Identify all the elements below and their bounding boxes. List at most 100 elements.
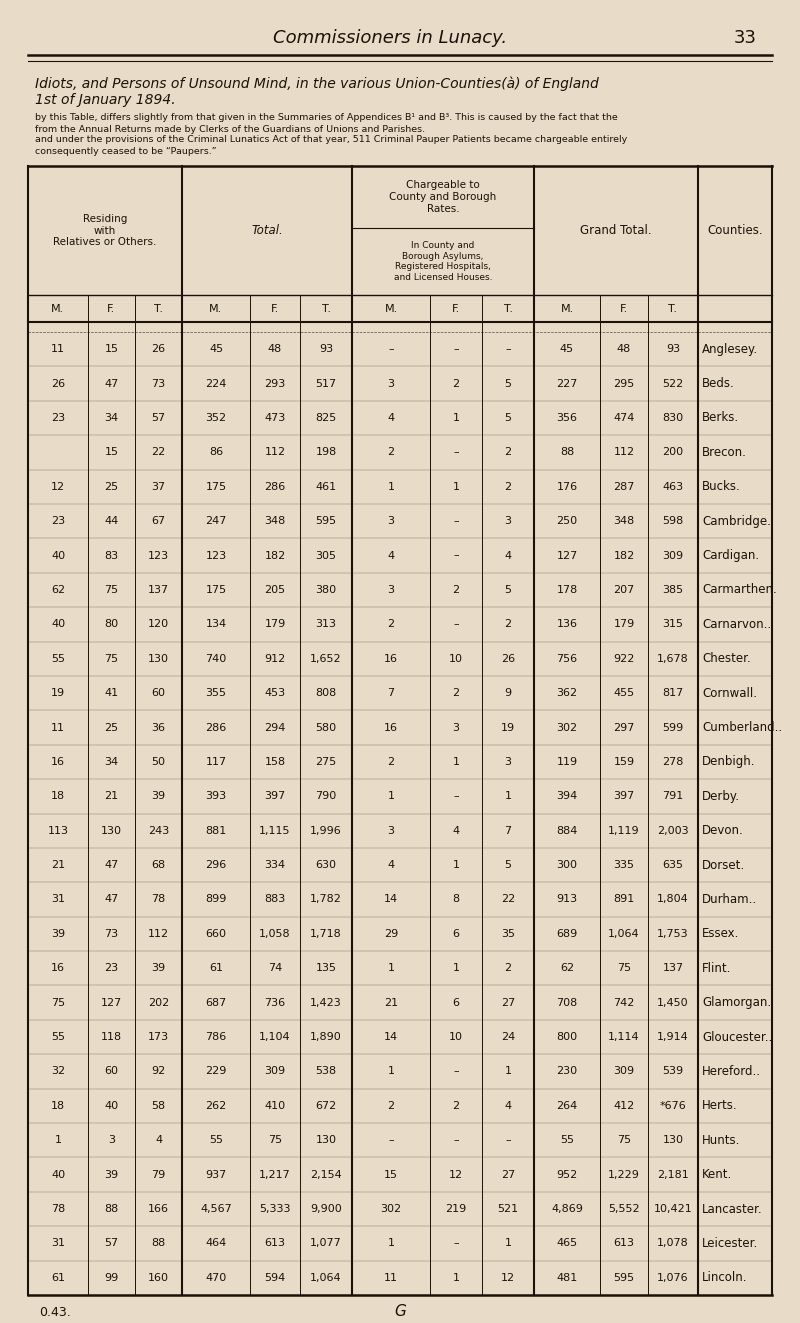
Text: Derby.: Derby.	[702, 790, 740, 803]
Text: 348: 348	[264, 516, 286, 527]
Text: 73: 73	[105, 929, 118, 939]
Text: 9: 9	[505, 688, 511, 699]
Text: 230: 230	[557, 1066, 578, 1077]
Text: 4,869: 4,869	[551, 1204, 583, 1215]
Text: 86: 86	[209, 447, 223, 458]
Text: 293: 293	[264, 378, 286, 389]
Text: 160: 160	[148, 1273, 169, 1283]
Text: 912: 912	[264, 654, 286, 664]
Text: 202: 202	[148, 998, 169, 1008]
Text: 352: 352	[206, 413, 226, 423]
Text: 243: 243	[148, 826, 169, 836]
Text: 687: 687	[206, 998, 226, 1008]
Text: 1: 1	[453, 413, 459, 423]
Text: T.: T.	[669, 303, 678, 314]
Text: 67: 67	[151, 516, 166, 527]
Text: Brecon.: Brecon.	[702, 446, 747, 459]
Text: Hunts.: Hunts.	[702, 1134, 740, 1147]
Text: 198: 198	[315, 447, 337, 458]
Text: 309: 309	[662, 550, 683, 561]
Text: 412: 412	[614, 1101, 634, 1111]
Text: 175: 175	[206, 482, 226, 492]
Text: 937: 937	[206, 1170, 226, 1180]
Text: 294: 294	[264, 722, 286, 733]
Text: 348: 348	[614, 516, 634, 527]
Text: F.: F.	[620, 303, 628, 314]
Text: Leicester.: Leicester.	[702, 1237, 758, 1250]
Text: 182: 182	[614, 550, 634, 561]
Text: 309: 309	[614, 1066, 634, 1077]
Text: 4: 4	[387, 550, 394, 561]
Text: 137: 137	[148, 585, 169, 595]
Text: 135: 135	[315, 963, 337, 974]
Text: 23: 23	[51, 516, 65, 527]
Text: 1,996: 1,996	[310, 826, 342, 836]
Text: 12: 12	[51, 482, 65, 492]
Text: 521: 521	[498, 1204, 518, 1215]
Text: 630: 630	[315, 860, 337, 871]
Text: 75: 75	[268, 1135, 282, 1146]
Text: 1,678: 1,678	[657, 654, 689, 664]
Text: Idiots, and Persons of Unsound Mind, in the various Union-Counties(à) of England: Idiots, and Persons of Unsound Mind, in …	[35, 77, 598, 91]
Text: 1,077: 1,077	[310, 1238, 342, 1249]
Text: 14: 14	[384, 1032, 398, 1043]
Text: 123: 123	[148, 550, 169, 561]
Text: 19: 19	[51, 688, 65, 699]
Text: Total.: Total.	[251, 224, 283, 237]
Text: 3: 3	[387, 516, 394, 527]
Text: Cornwall.: Cornwall.	[702, 687, 757, 700]
Text: Cambridge.: Cambridge.	[702, 515, 771, 528]
Text: 899: 899	[206, 894, 226, 905]
Text: –: –	[453, 344, 459, 355]
Text: Anglesey.: Anglesey.	[702, 343, 758, 356]
Text: 315: 315	[662, 619, 683, 630]
Text: 39: 39	[151, 963, 166, 974]
Text: 61: 61	[51, 1273, 65, 1283]
Text: 1,718: 1,718	[310, 929, 342, 939]
Text: M.: M.	[560, 303, 574, 314]
Text: Cumberland..: Cumberland..	[702, 721, 782, 734]
Text: Kent.: Kent.	[702, 1168, 732, 1181]
Text: 708: 708	[556, 998, 578, 1008]
Text: 11: 11	[51, 722, 65, 733]
Text: 33: 33	[734, 29, 757, 48]
Text: Carnarvon..: Carnarvon..	[702, 618, 771, 631]
Text: 166: 166	[148, 1204, 169, 1215]
Text: 93: 93	[319, 344, 333, 355]
Text: 1,229: 1,229	[608, 1170, 640, 1180]
Text: 45: 45	[560, 344, 574, 355]
Text: Chester.: Chester.	[702, 652, 750, 665]
Text: 397: 397	[614, 791, 634, 802]
Text: 881: 881	[206, 826, 226, 836]
Text: 113: 113	[47, 826, 69, 836]
Text: 5: 5	[505, 585, 511, 595]
Text: 5: 5	[505, 413, 511, 423]
Text: Devon.: Devon.	[702, 824, 744, 837]
Text: 130: 130	[315, 1135, 337, 1146]
Text: 1: 1	[453, 1273, 459, 1283]
Text: 45: 45	[209, 344, 223, 355]
Text: In County and
Borough Asylums,
Registered Hospitals,
and Licensed Houses.: In County and Borough Asylums, Registere…	[394, 241, 492, 282]
Text: 1,804: 1,804	[657, 894, 689, 905]
Text: 522: 522	[662, 378, 684, 389]
Text: 19: 19	[501, 722, 515, 733]
Text: 4: 4	[387, 413, 394, 423]
Text: 55: 55	[209, 1135, 223, 1146]
Text: 1: 1	[505, 791, 511, 802]
Text: 1,782: 1,782	[310, 894, 342, 905]
Text: 380: 380	[315, 585, 337, 595]
Text: 1,064: 1,064	[608, 929, 640, 939]
Text: 75: 75	[105, 585, 118, 595]
Text: 2: 2	[505, 447, 511, 458]
Text: Berks.: Berks.	[702, 411, 739, 425]
Text: Flint.: Flint.	[702, 962, 731, 975]
Text: 39: 39	[105, 1170, 118, 1180]
Text: 309: 309	[265, 1066, 286, 1077]
Text: 23: 23	[105, 963, 118, 974]
Text: 455: 455	[614, 688, 634, 699]
Text: 1,890: 1,890	[310, 1032, 342, 1043]
Text: 205: 205	[265, 585, 286, 595]
Text: 463: 463	[662, 482, 683, 492]
Text: 2: 2	[387, 1101, 394, 1111]
Text: 1: 1	[54, 1135, 62, 1146]
